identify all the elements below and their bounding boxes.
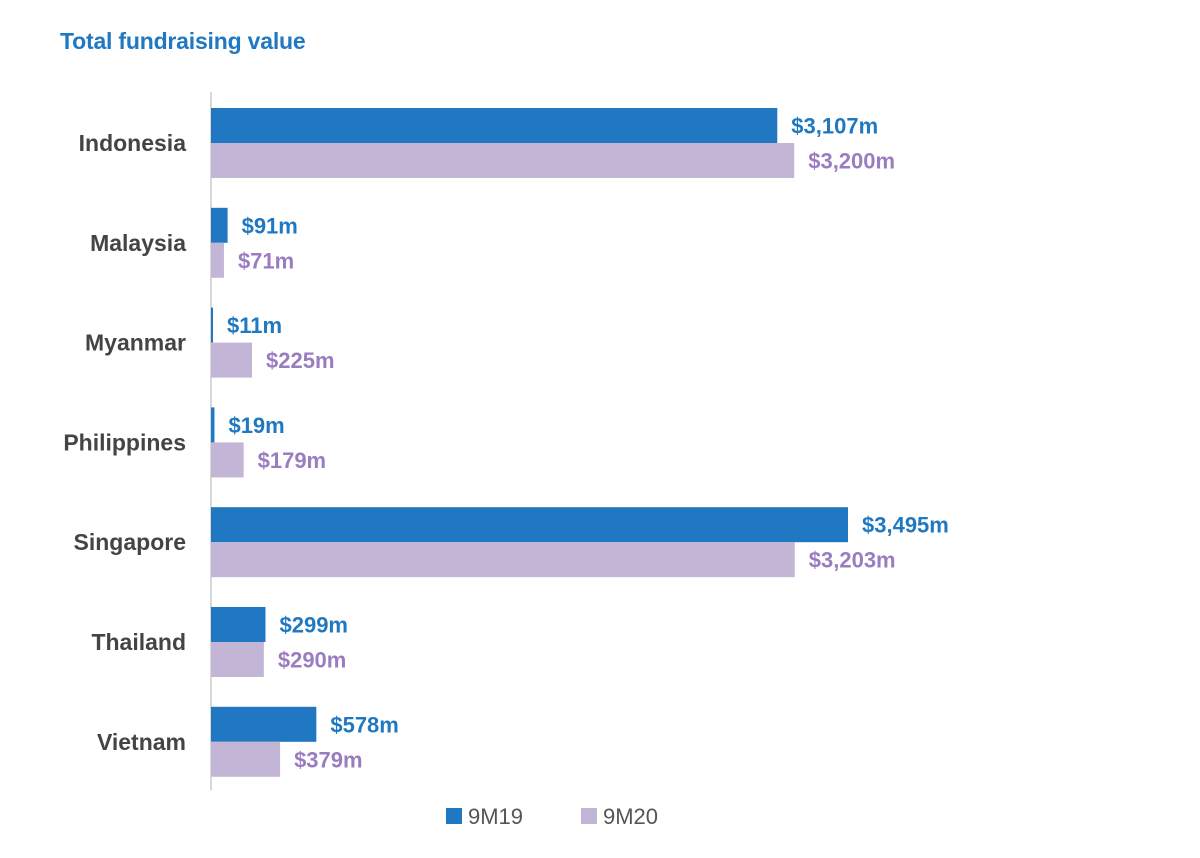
category-label: Indonesia	[79, 130, 187, 156]
bar-9m20	[211, 442, 244, 477]
bar-9m20	[211, 642, 264, 677]
bar-9m19	[211, 308, 213, 343]
bar-9m20	[211, 542, 795, 577]
data-label: $3,107m	[791, 114, 878, 139]
data-label: $225m	[266, 348, 335, 373]
bar-9m19	[211, 407, 214, 442]
data-label: $290m	[278, 648, 347, 673]
category-label: Myanmar	[85, 330, 186, 356]
data-label: $179m	[258, 448, 327, 473]
data-label: $71m	[238, 248, 294, 273]
bar-9m19	[211, 108, 777, 143]
data-label: $379m	[294, 747, 363, 772]
category-label: Thailand	[91, 629, 186, 655]
category-label: Singapore	[74, 529, 186, 555]
bar-9m20	[211, 243, 224, 278]
data-label: $299m	[279, 613, 348, 638]
data-label: $19m	[228, 413, 284, 438]
bar-9m19	[211, 707, 316, 742]
data-label: $11m	[227, 313, 282, 338]
bar-9m20	[211, 742, 280, 777]
bar-9m19	[211, 607, 265, 642]
bar-9m19	[211, 208, 228, 243]
legend-label: 9M19	[468, 804, 523, 829]
category-label: Malaysia	[90, 230, 186, 256]
legend-swatch-9m20	[581, 808, 597, 824]
bar-9m20	[211, 143, 794, 178]
bar-9m19	[211, 507, 848, 542]
category-label: Vietnam	[97, 729, 186, 755]
legend-swatch-9m19	[446, 808, 462, 824]
category-label: Philippines	[63, 429, 186, 455]
legend-label: 9M20	[603, 804, 658, 829]
data-label: $3,203m	[809, 548, 896, 573]
data-label: $3,200m	[808, 149, 895, 174]
data-label: $91m	[242, 213, 298, 238]
data-label: $3,495m	[862, 513, 949, 538]
bar-9m20	[211, 343, 252, 378]
data-label: $578m	[330, 712, 399, 737]
